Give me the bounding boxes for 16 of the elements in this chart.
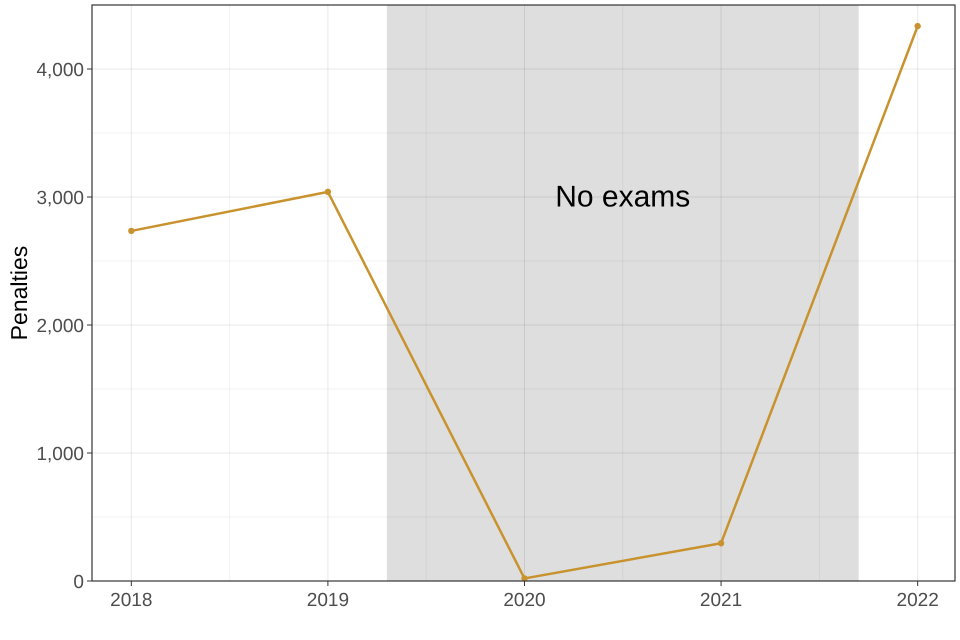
x-tick-label: 2022 (896, 590, 939, 611)
x-tick-label: 2021 (700, 590, 742, 611)
y-tick-label: 4,000 (36, 60, 84, 81)
y-tick-label: 2,000 (36, 316, 84, 337)
x-tick-label: 2019 (306, 590, 350, 611)
y-tick-label: 3,000 (36, 188, 84, 209)
point (718, 540, 724, 546)
point (324, 188, 332, 196)
y-tick-label: 1,000 (36, 444, 84, 465)
point (914, 22, 921, 30)
band-label: No exams (555, 180, 690, 214)
y-tick-label: 0 (73, 572, 84, 593)
x-tick-label: 2018 (110, 590, 152, 611)
y-axis-title: Penalties (6, 246, 32, 340)
point (128, 228, 135, 234)
x-tick-label: 2020 (503, 590, 546, 611)
